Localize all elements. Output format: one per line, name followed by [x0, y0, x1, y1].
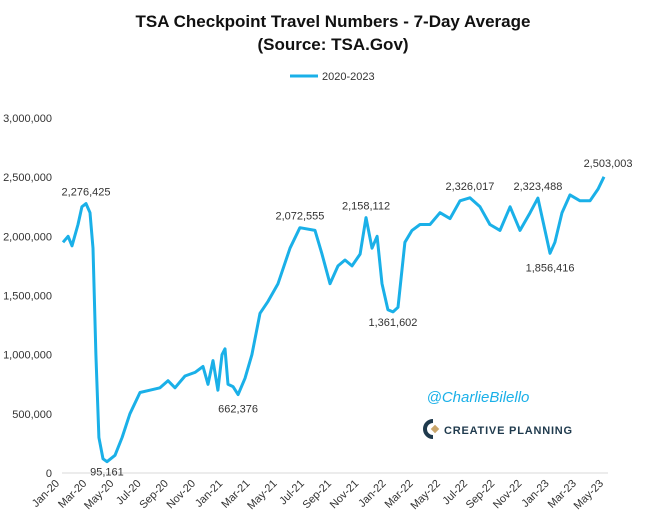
data-label: 2,326,017: [445, 181, 494, 193]
series-line-2020-2023: [61, 176, 606, 464]
legend-label: 2020-2023: [322, 71, 375, 83]
x-tick-label: Jan-23: [519, 478, 551, 510]
x-tick-label: May-20: [82, 478, 116, 512]
y-tick-label: 3,000,000: [3, 113, 52, 125]
x-tick-label: Nov-20: [165, 478, 199, 512]
x-tick-label: Nov-22: [491, 478, 525, 512]
data-label: 2,072,555: [275, 211, 324, 223]
x-tick-label: Jan-21: [193, 478, 225, 510]
x-tick-label: May-23: [572, 478, 606, 512]
x-tick-label: Jan-22: [356, 478, 388, 510]
creative-planning-logo: CREATIVE PLANNING: [423, 419, 573, 439]
data-label: 1,856,416: [526, 262, 575, 274]
data-label: 2,503,003: [584, 158, 633, 170]
brand-name: CREATIVE PLANNING: [444, 425, 573, 437]
x-tick-label: May-22: [408, 478, 442, 512]
author-handle: @CharlieBilello: [427, 389, 530, 406]
data-label: 2,323,488: [513, 181, 562, 193]
y-tick-label: 0: [46, 468, 52, 480]
data-label: 2,276,425: [62, 187, 111, 199]
y-tick-label: 1,500,000: [3, 291, 52, 303]
x-tick-label: Sep-20: [137, 478, 171, 512]
y-tick-label: 500,000: [12, 409, 52, 421]
chart-title: TSA Checkpoint Travel Numbers - 7-Day Av…: [136, 12, 531, 31]
x-tick-label: Jan-20: [30, 478, 62, 510]
data-label: 1,361,602: [368, 317, 417, 329]
data-label: 2,158,112: [342, 201, 390, 213]
x-tick-label: Sep-22: [464, 478, 498, 512]
x-tick-label: Nov-21: [328, 478, 362, 512]
x-tick-label: Sep-21: [301, 478, 335, 512]
logo-mark-icon: [423, 419, 434, 439]
y-tick-label: 2,500,000: [3, 172, 52, 184]
y-tick-label: 1,000,000: [3, 350, 52, 362]
x-tick-label: May-21: [245, 478, 279, 512]
data-label: 95,161: [90, 467, 124, 479]
y-tick-label: 2,000,000: [3, 231, 52, 243]
data-label: 662,376: [218, 404, 258, 416]
chart-subtitle: (Source: TSA.Gov): [257, 35, 408, 54]
